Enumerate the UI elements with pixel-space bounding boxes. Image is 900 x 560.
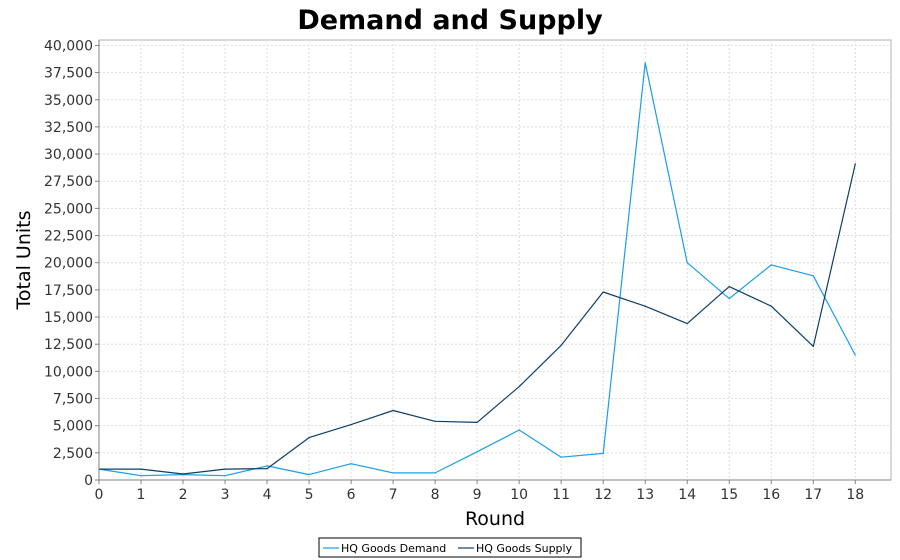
x-tick-label: 7 (389, 487, 398, 503)
x-tick-label: 3 (221, 487, 230, 503)
y-tick-label: 37,500 (44, 66, 93, 82)
y-axis-ticks: 0 2,500 5,000 7,500 10,000 12,500 15,000 17,500… (44, 38, 99, 489)
data-point-hq-goods-demand (854, 354, 856, 356)
data-point-hq-goods-supply (518, 385, 520, 388)
legend-label-supply: HQ Goods Supply (476, 542, 573, 555)
data-point-hq-goods-demand (140, 475, 142, 477)
y-axis-label: Total Units (13, 211, 35, 311)
data-point-hq-goods-demand (308, 473, 310, 476)
data-point-hq-goods-supply (182, 473, 184, 475)
data-point-hq-goods-supply (350, 423, 352, 426)
data-point-hq-goods-supply (854, 163, 856, 165)
x-tick-label: 17 (804, 487, 822, 503)
data-point-hq-goods-supply (728, 286, 730, 288)
data-point-hq-goods-demand (560, 456, 562, 458)
data-point-hq-goods-supply (686, 322, 688, 325)
y-tick-label: 32,500 (44, 120, 93, 136)
data-point-hq-goods-demand (476, 451, 478, 453)
x-tick-label: 1 (137, 487, 146, 503)
y-tick-label: 30,000 (44, 147, 93, 163)
data-point-hq-goods-demand (224, 475, 226, 477)
y-tick-label: 17,500 (44, 283, 93, 299)
y-tick-label: 15,000 (44, 310, 93, 326)
data-point-hq-goods-supply (266, 467, 268, 470)
x-tick-label: 0 (95, 487, 104, 503)
data-point-hq-goods-demand (518, 429, 520, 431)
data-point-hq-goods-demand (770, 264, 772, 266)
x-tick-label: 10 (510, 487, 528, 503)
chart-title: Demand and Supply (297, 5, 603, 36)
y-tick-label: 27,500 (44, 174, 93, 190)
x-tick-label: 2 (179, 487, 188, 503)
y-tick-label: 7,500 (53, 392, 93, 408)
data-point-hq-goods-demand (686, 262, 688, 264)
x-tick-label: 9 (473, 487, 482, 503)
data-point-hq-goods-demand (644, 62, 646, 64)
y-tick-label: 5,000 (53, 419, 93, 435)
x-tick-label: 6 (347, 487, 356, 503)
x-tick-label: 11 (552, 487, 570, 503)
x-axis-ticks: 0 1 2 3 4 5 6 7 8 9 10 11 12 13 14 15 16 17 18 (95, 480, 864, 503)
x-axis-label: Round (465, 508, 525, 530)
data-point-hq-goods-supply (812, 345, 814, 347)
data-point-hq-goods-supply (140, 468, 142, 470)
data-point-hq-goods-supply (644, 305, 646, 307)
y-tick-label: 22,500 (44, 229, 93, 245)
y-tick-label: 12,500 (44, 337, 93, 353)
data-point-hq-goods-supply (434, 420, 436, 422)
x-tick-label: 12 (594, 487, 612, 503)
data-point-hq-goods-supply (308, 437, 310, 439)
y-tick-label: 25,000 (44, 201, 93, 217)
y-tick-label: 40,000 (44, 38, 93, 54)
data-point-hq-goods-demand (350, 463, 352, 465)
x-tick-label: 18 (846, 487, 864, 503)
data-point-hq-goods-demand (602, 452, 604, 454)
plot-area (98, 39, 892, 481)
data-point-hq-goods-demand (434, 472, 436, 474)
legend-box (318, 537, 582, 558)
y-tick-label: 20,000 (44, 256, 93, 272)
y-tick-label: 2,500 (53, 446, 93, 462)
x-tick-label: 16 (762, 487, 780, 503)
data-point-hq-goods-demand (266, 465, 268, 467)
y-tick-label: 35,000 (44, 93, 93, 109)
x-tick-label: 15 (720, 487, 738, 503)
data-point-hq-goods-supply (770, 305, 772, 307)
series-lines (98, 62, 856, 477)
x-tick-label: 8 (431, 487, 440, 503)
x-tick-label: 5 (305, 487, 314, 503)
data-point-hq-goods-supply (560, 344, 562, 346)
data-point-hq-goods-supply (476, 421, 478, 424)
x-tick-label: 14 (678, 487, 696, 503)
y-tick-label: 0 (84, 473, 93, 489)
data-point-hq-goods-demand (812, 275, 814, 277)
data-point-hq-goods-demand (728, 297, 730, 300)
data-point-hq-goods-supply (392, 409, 394, 412)
data-point-hq-goods-demand (392, 472, 394, 474)
data-point-hq-goods-supply (224, 468, 226, 470)
legend-label-demand: HQ Goods Demand (341, 542, 446, 555)
y-tick-label: 10,000 (44, 364, 93, 380)
x-tick-label: 13 (636, 487, 654, 503)
x-tick-label: 4 (263, 487, 272, 503)
data-point-hq-goods-supply (602, 291, 604, 293)
legend: HQ Goods Demand HQ Goods Supply (318, 537, 582, 558)
